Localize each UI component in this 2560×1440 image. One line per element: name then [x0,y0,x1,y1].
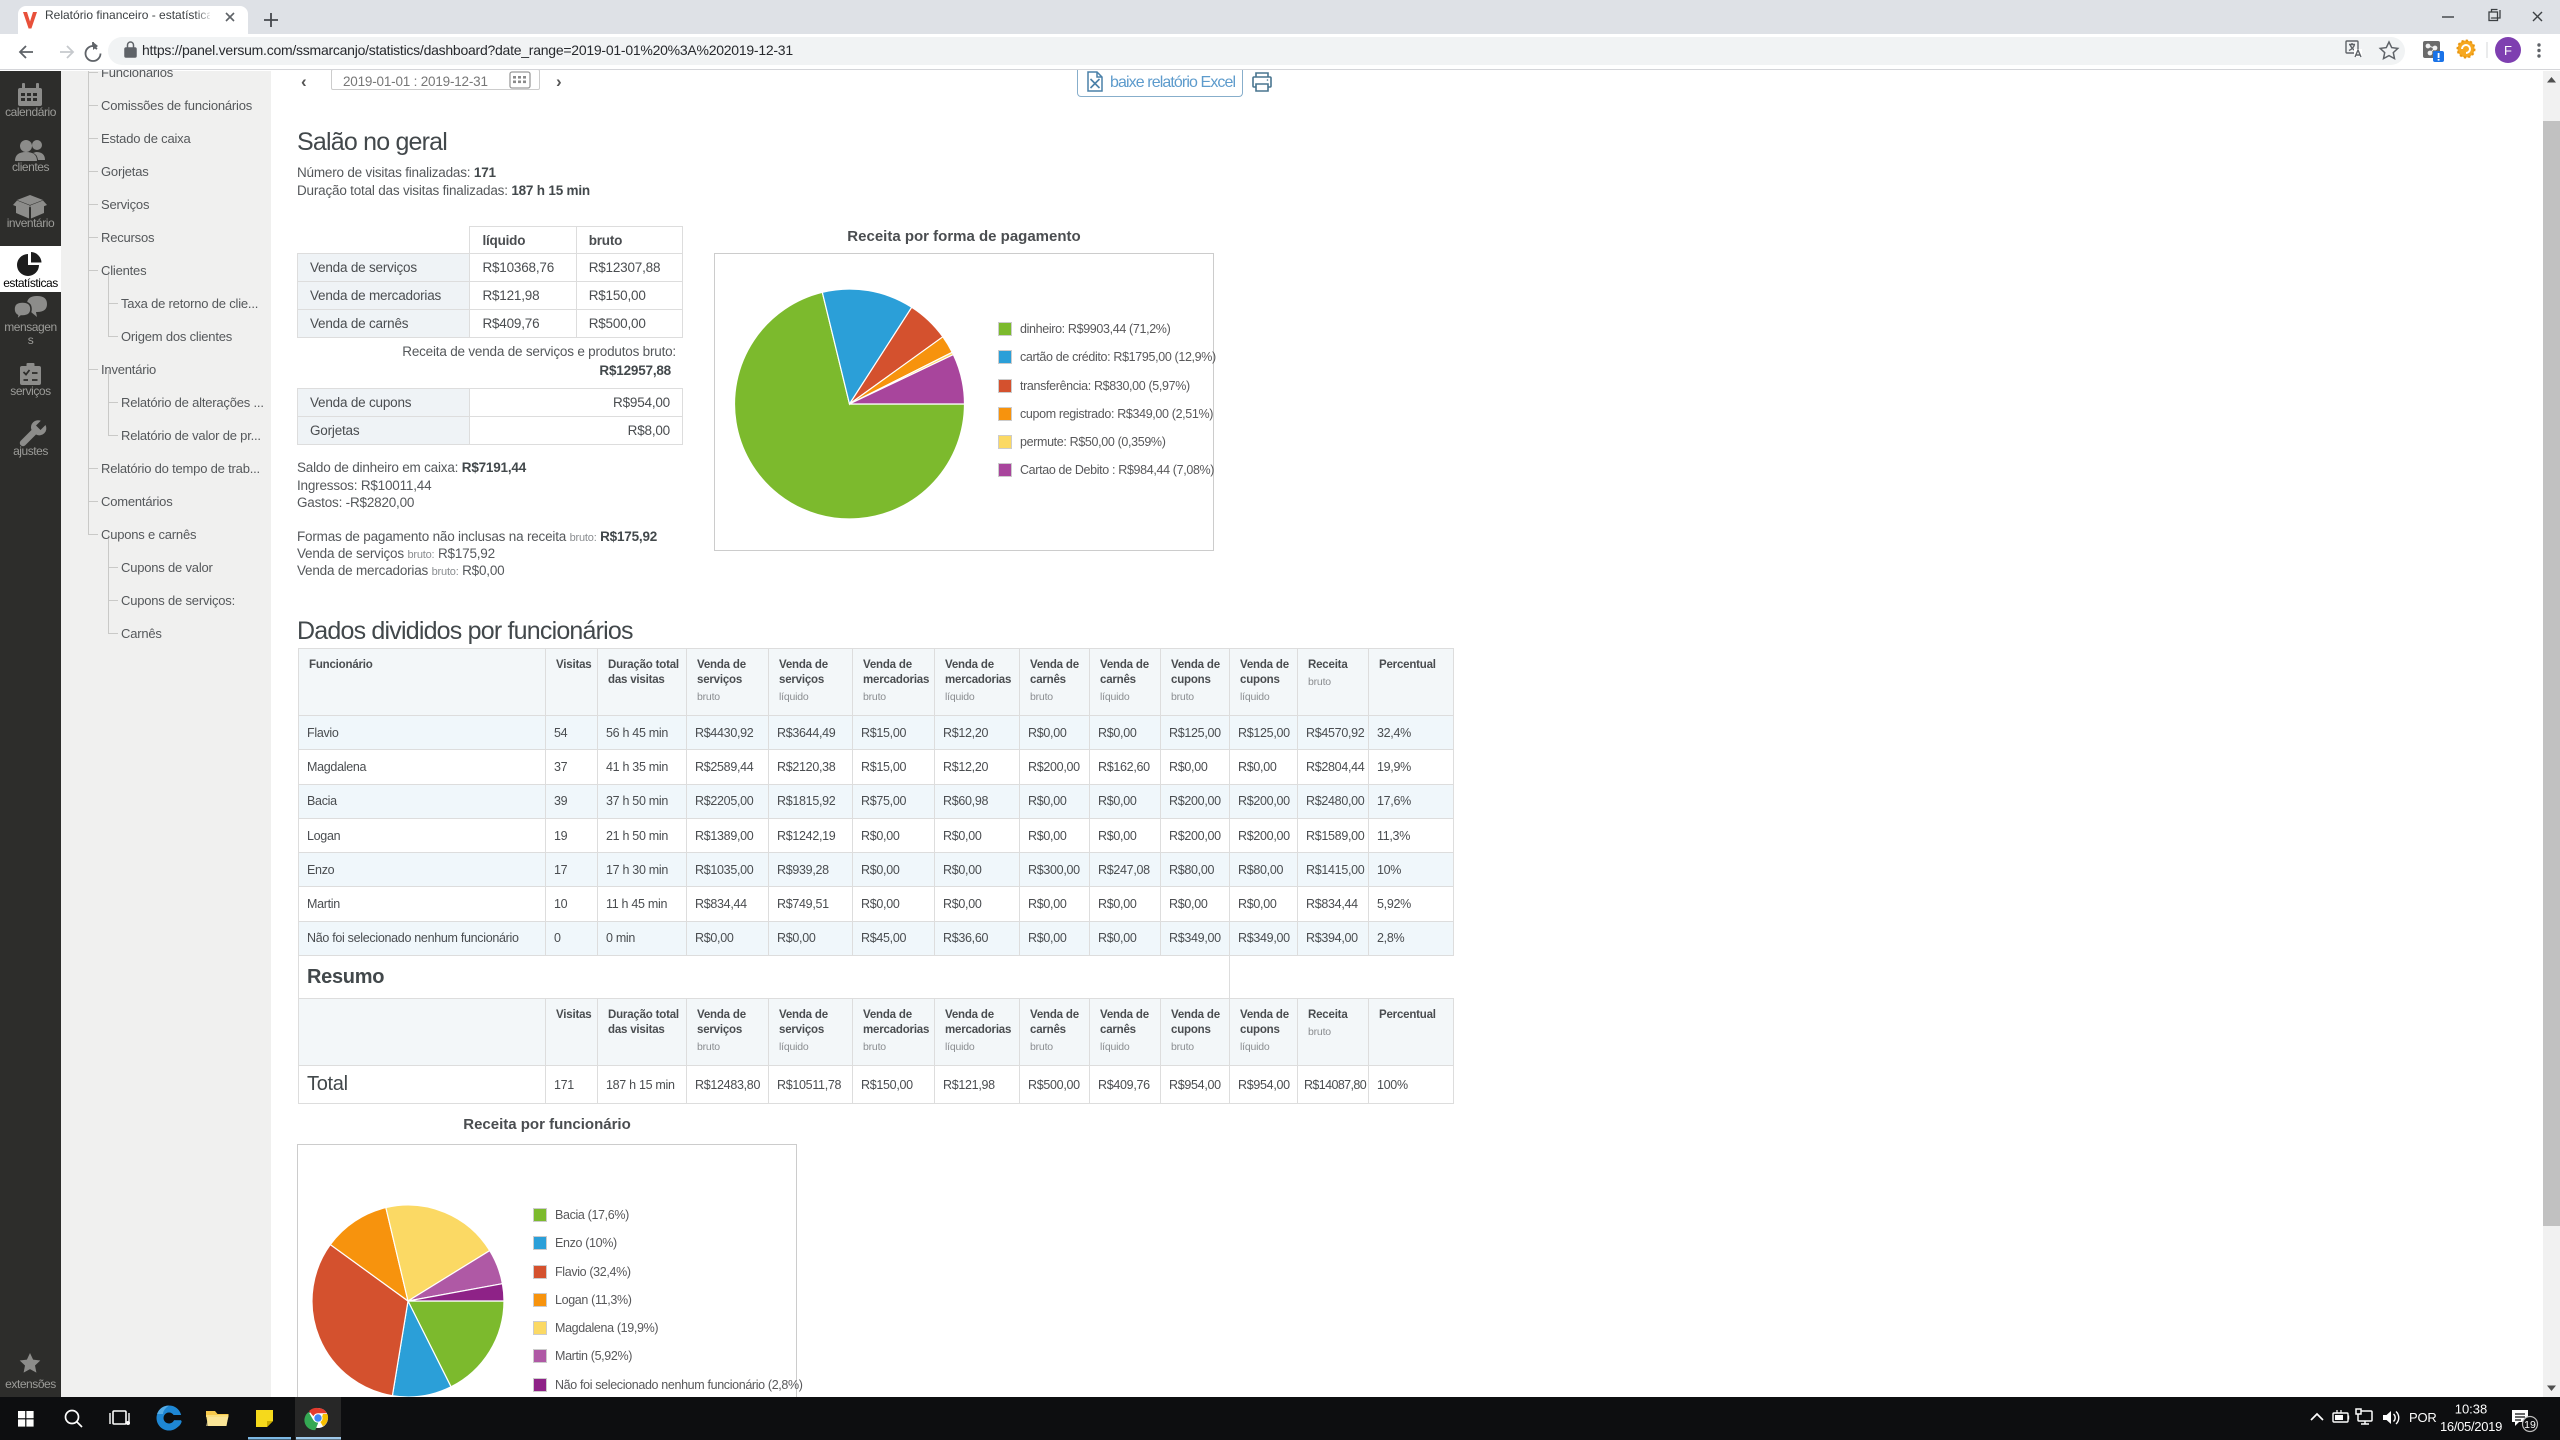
svg-text:16/05/2019: 16/05/2019 [2440,1419,2502,1434]
svg-text:F: F [2504,43,2512,58]
svg-text:POR: POR [2409,1410,2437,1425]
svg-text:19: 19 [2524,1419,2536,1431]
svg-text:10:38: 10:38 [2455,1402,2488,1417]
